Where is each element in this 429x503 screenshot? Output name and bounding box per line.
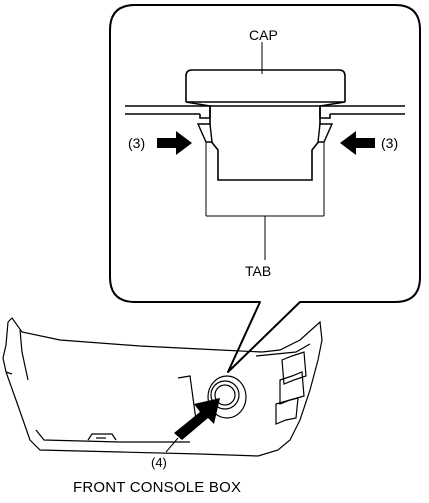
arrow-right-press [340,131,375,155]
arrow-left-label: (3) [128,135,146,151]
front-console-box [2,317,323,457]
arrow-push-cap [174,398,220,440]
tab-left [196,123,213,216]
arrow-right-label: (3) [381,135,399,151]
cap-part [185,42,346,103]
detail-callout-bubble [109,4,421,373]
arrow-left-press [157,131,192,155]
cap-label: CAP [249,27,278,43]
tab-right [317,123,334,216]
tab-leader-lines [206,215,324,260]
push-arrow-label: (4) [151,455,167,470]
push-leader-line [165,437,179,453]
tab-label: TAB [245,263,272,279]
figure-caption: FRONT CONSOLE BOX [73,479,242,496]
